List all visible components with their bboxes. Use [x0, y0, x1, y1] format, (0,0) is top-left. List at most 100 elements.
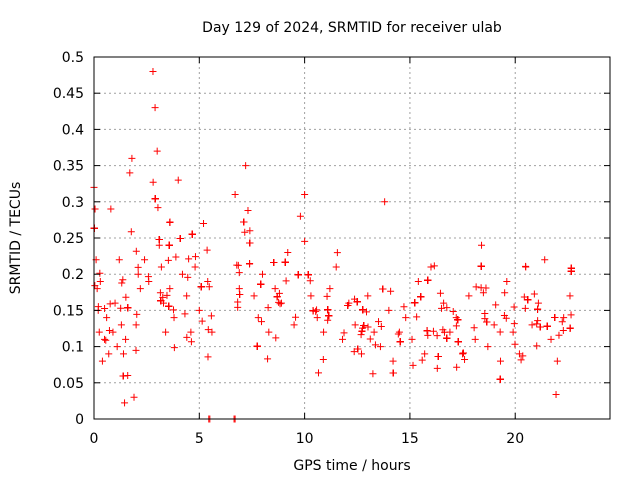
data-point: [109, 328, 117, 336]
data-point: [117, 321, 125, 329]
data-point: [149, 67, 157, 75]
data-point: [353, 298, 361, 306]
data-point: [436, 289, 444, 297]
data-point: [276, 300, 284, 308]
data-point: [417, 293, 425, 301]
data-point: [325, 312, 333, 320]
data-point: [443, 304, 451, 312]
data-point: [94, 303, 102, 311]
data-point: [376, 343, 384, 351]
data-point: [96, 269, 104, 277]
data-point: [408, 335, 416, 343]
data-point: [443, 334, 451, 342]
data-point: [132, 321, 140, 329]
data-point: [552, 390, 560, 398]
data-point: [271, 285, 279, 293]
data-point: [253, 342, 261, 350]
data-point: [290, 321, 298, 329]
data-point: [433, 364, 441, 372]
data-point: [528, 321, 536, 329]
data-point: [204, 277, 212, 285]
data-point: [360, 321, 368, 329]
data-point: [454, 316, 462, 324]
plot-frame: [93, 56, 611, 420]
data-point: [113, 343, 121, 351]
data-point: [106, 300, 114, 308]
data-point: [153, 147, 161, 155]
data-point: [98, 357, 106, 365]
data-point: [235, 269, 243, 277]
data-point: [275, 298, 283, 306]
data-point: [502, 314, 510, 322]
data-point: [207, 312, 215, 320]
data-point: [519, 352, 527, 360]
data-point: [234, 261, 242, 269]
data-point: [560, 314, 568, 322]
data-point: [122, 335, 130, 343]
data-point: [496, 357, 504, 365]
data-point: [395, 328, 403, 336]
data-point: [204, 353, 212, 361]
data-point: [566, 324, 574, 332]
data-point: [117, 304, 125, 312]
data-point: [157, 263, 165, 271]
data-point: [385, 306, 393, 314]
data-point: [369, 370, 377, 378]
data-point: [510, 320, 518, 328]
data-point: [470, 324, 478, 332]
data-point: [191, 253, 199, 261]
data-point: [141, 256, 149, 264]
data-point: [366, 335, 374, 343]
data-point: [170, 306, 178, 314]
data-point: [294, 271, 302, 279]
y-tick-label: 0.05: [53, 376, 84, 392]
data-point: [477, 284, 485, 292]
data-point: [282, 277, 290, 285]
x-tick-label: 5: [195, 431, 204, 447]
data-point: [314, 369, 322, 377]
data-point: [205, 283, 213, 291]
data-point: [339, 335, 347, 343]
data-point: [307, 292, 315, 300]
y-tick-label: 0.35: [53, 159, 84, 175]
data-point: [191, 263, 199, 271]
data-point: [105, 350, 113, 358]
data-point: [157, 297, 165, 305]
data-point: [156, 289, 164, 297]
data-point: [258, 270, 266, 278]
data-point: [149, 178, 157, 186]
data-point: [430, 262, 438, 270]
data-point: [478, 241, 486, 249]
data-point: [429, 327, 437, 335]
data-point: [144, 273, 152, 281]
data-point: [344, 301, 352, 309]
data-point: [183, 292, 191, 300]
data-point: [119, 350, 127, 358]
data-point: [567, 267, 575, 275]
data-point: [492, 301, 500, 309]
plot-points: [90, 67, 575, 423]
data-point: [130, 393, 138, 401]
y-tick-label: 0.25: [53, 231, 84, 247]
data-point: [319, 355, 327, 363]
data-point: [198, 317, 206, 325]
data-point: [197, 283, 205, 291]
data-point: [306, 277, 314, 285]
data-point: [320, 328, 328, 336]
data-point: [332, 263, 340, 271]
data-point: [132, 346, 140, 354]
chart-title: Day 129 of 2024, SRMTID for receiver ula…: [202, 20, 502, 36]
data-point: [122, 293, 130, 301]
data-point: [465, 292, 473, 300]
data-point: [284, 248, 292, 256]
data-point: [375, 318, 383, 326]
data-point: [449, 308, 457, 316]
data-point: [103, 314, 111, 322]
data-point: [111, 299, 119, 307]
data-point: [454, 338, 462, 346]
data-point: [363, 308, 371, 316]
data-point: [273, 293, 281, 301]
y-tick-label: 0.15: [53, 303, 84, 319]
data-point: [107, 205, 115, 213]
data-point: [452, 322, 460, 330]
